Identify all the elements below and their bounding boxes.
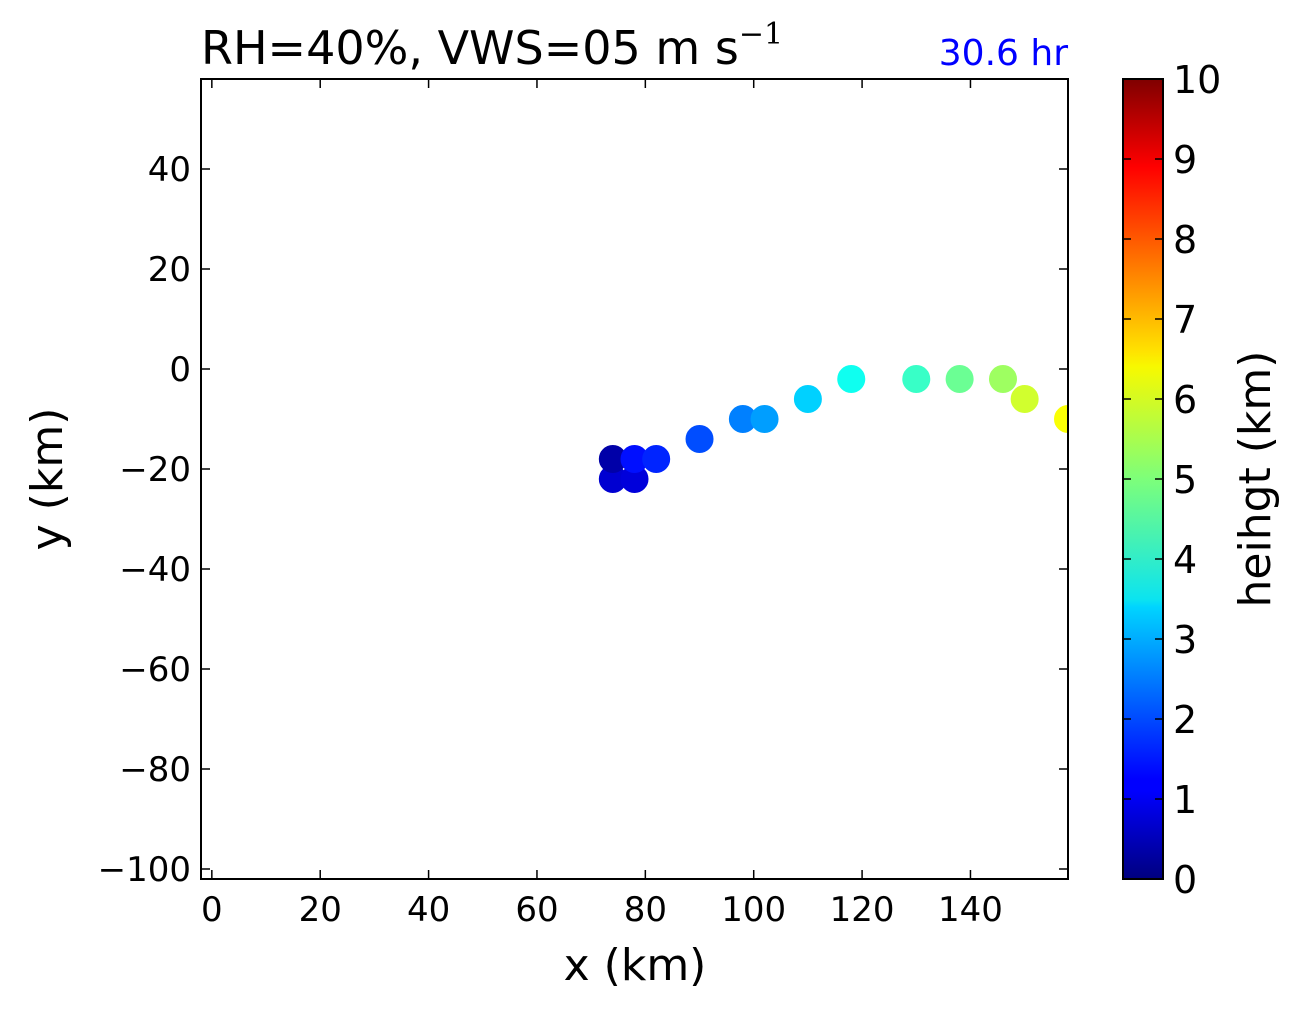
y-tick-label: −80 (119, 750, 191, 790)
x-axis-label: x (km) (564, 940, 707, 991)
y-tick-label: 40 (148, 150, 191, 190)
time-label: 30.6 hr (939, 33, 1068, 74)
colorbar-label: heihgt (km) (1230, 351, 1281, 608)
scatter-points (598, 365, 1068, 493)
y-tick-label: 0 (169, 350, 191, 390)
scatter-point (1010, 385, 1039, 413)
x-tick-label: 0 (201, 890, 223, 930)
y-tick-label: −20 (119, 450, 191, 490)
colorbar-tick-label: 5 (1173, 458, 1197, 502)
colorbar-tick-label: 8 (1173, 218, 1197, 262)
x-tick-label: 60 (515, 890, 558, 930)
y-axis-label: y (km) (22, 408, 73, 551)
scatter-point (685, 425, 714, 453)
x-tick-label: 100 (721, 890, 786, 930)
plot-frame (200, 78, 1069, 880)
y-tick-label: −60 (119, 650, 191, 690)
scatter-point (988, 365, 1017, 393)
x-tick-label: 120 (830, 890, 895, 930)
colorbar-tick-label: 7 (1173, 298, 1197, 342)
colorbar-tick-label: 2 (1173, 698, 1197, 742)
scatter-point (945, 365, 974, 393)
y-tick-label: −40 (119, 550, 191, 590)
colorbar-ticks: 0 1 2 3 4 5 6 7 8 9 10 (1123, 58, 1221, 902)
x-axis-ticks: 0 20 40 60 80 100 120 140 (201, 79, 1003, 930)
y-axis-ticks: −100 −80 −60 −40 −20 0 20 40 (98, 150, 1068, 890)
colorbar-tick-label: 0 (1173, 858, 1197, 902)
x-tick-label: 140 (938, 890, 1003, 930)
scatter-point (902, 365, 931, 393)
y-tick-label: 20 (148, 250, 191, 290)
title-superscript: −1 (739, 17, 783, 52)
y-tick-label: −100 (98, 850, 191, 890)
scatter-point (1054, 405, 1068, 433)
scatter-point (837, 365, 866, 393)
colorbar-tick-label: 4 (1173, 538, 1197, 582)
x-tick-label: 40 (407, 890, 450, 930)
x-tick-label: 80 (624, 890, 667, 930)
x-tick-label: 20 (299, 890, 342, 930)
chart-title: RH=40%, VWS=05 m s−1 (201, 17, 783, 75)
colorbar-tick-label: 9 (1173, 138, 1197, 182)
scatter-point (642, 445, 671, 473)
colorbar-tick-label: 10 (1173, 58, 1221, 102)
colorbar-tick-label: 3 (1173, 618, 1197, 662)
scatter-point (793, 385, 822, 413)
scatter-point (750, 405, 779, 433)
colorbar-tick-label: 6 (1173, 378, 1197, 422)
colorbar-tick-label: 1 (1173, 778, 1197, 822)
